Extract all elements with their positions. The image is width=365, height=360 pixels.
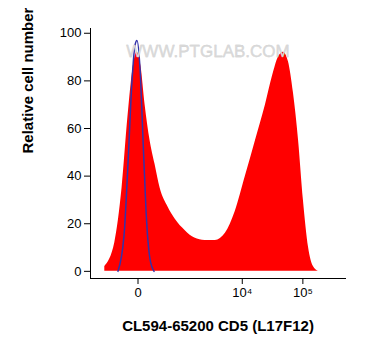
svg-text:40: 40: [67, 168, 81, 183]
svg-text:60: 60: [67, 121, 81, 136]
svg-text:20: 20: [67, 216, 81, 231]
svg-text:10⁴: 10⁴: [232, 285, 252, 300]
svg-text:CL594-65200 CD5 (L17F12): CL594-65200 CD5 (L17F12): [122, 317, 314, 334]
svg-text:10⁵: 10⁵: [293, 285, 313, 300]
svg-text:0: 0: [134, 285, 141, 300]
svg-text:80: 80: [67, 73, 81, 88]
svg-text:WWW.PTGLAB.COM: WWW.PTGLAB.COM: [126, 42, 289, 61]
svg-text:100: 100: [60, 25, 82, 40]
svg-text:Relative cell number: Relative cell number: [19, 7, 36, 153]
svg-text:0: 0: [74, 264, 81, 279]
